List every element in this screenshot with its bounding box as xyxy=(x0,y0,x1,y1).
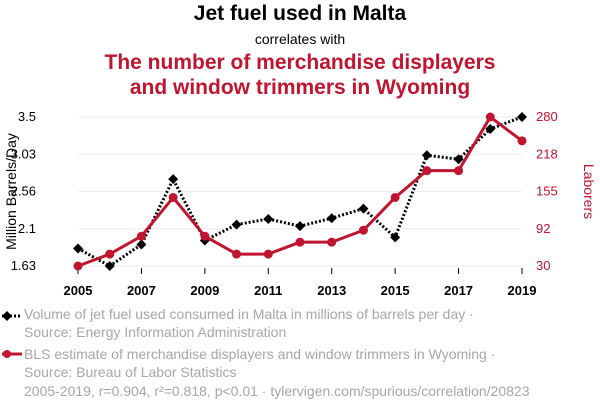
x-tick-label: 2015 xyxy=(381,283,410,298)
legend-icon-laborers xyxy=(2,350,22,358)
data-point-laborers xyxy=(485,112,495,122)
data-point-jet-fuel xyxy=(453,154,464,165)
data-point-jet-fuel xyxy=(295,221,305,232)
y-tick-label-right: 30 xyxy=(536,258,550,273)
data-point-jet-fuel xyxy=(168,174,179,185)
y-axis-title-left: Million Barrels/Day xyxy=(3,133,19,250)
y-tick-label-left: 3.5 xyxy=(18,109,36,124)
x-tick-label: 2017 xyxy=(444,283,473,298)
y-tick-label-right: 218 xyxy=(536,146,558,161)
data-point-laborers xyxy=(263,249,273,259)
chart-title-2-line-2: and window trimmers in Wyoming xyxy=(129,76,471,99)
data-point-laborers xyxy=(358,225,368,235)
footnote: 2005-2019, r=0.904, r²=0.818, p<0.01 · t… xyxy=(24,383,530,399)
data-point-laborers xyxy=(105,249,115,259)
data-point-jet-fuel xyxy=(517,112,527,122)
data-point-jet-fuel xyxy=(73,243,83,254)
legend-icon-jet-fuel xyxy=(2,311,22,321)
y-tick-label-left: 2.1 xyxy=(18,221,36,236)
data-point-jet-fuel xyxy=(263,213,274,224)
data-point-laborers xyxy=(517,136,527,146)
data-point-laborers xyxy=(422,166,432,176)
legend-jet-fuel-label: Volume of jet fuel used consumed in Malt… xyxy=(24,306,474,322)
legend-entry-jet-fuel: Volume of jet fuel used consumed in Malt… xyxy=(24,305,474,341)
x-tick-label: 2011 xyxy=(254,283,282,298)
x-tick-label: 2013 xyxy=(317,283,346,298)
chart-title: Jet fuel used in Malta xyxy=(193,2,407,25)
chart-title-2: The number of merchandise displayers and… xyxy=(0,50,600,100)
y-tick-label-left: 3.03 xyxy=(11,146,36,161)
series-laborers xyxy=(73,112,527,271)
data-point-jet-fuel xyxy=(485,123,496,134)
x-tick-label: 2019 xyxy=(508,283,537,298)
data-point-jet-fuel xyxy=(104,261,115,271)
x-tick-label: 2007 xyxy=(127,283,156,298)
data-point-laborers xyxy=(390,192,400,202)
y-tick-label-right: 280 xyxy=(536,109,558,124)
data-point-jet-fuel xyxy=(231,219,242,230)
data-point-laborers xyxy=(200,231,210,241)
y-tick-label-left: 1.63 xyxy=(11,258,36,273)
data-point-laborers xyxy=(168,192,178,202)
axes: 1.63 2.1 2.56 3.03 3.5 30 92 155 218 280 2005 2007 2… xyxy=(3,109,597,298)
data-point-jet-fuel xyxy=(136,239,147,250)
legend-entry-laborers: BLS estimate of merchandise displayers a… xyxy=(24,345,495,381)
y-axis-title-right: Laborers xyxy=(581,164,597,219)
gridlines xyxy=(78,116,522,267)
legend-jet-fuel-source: Source: Energy Information Administratio… xyxy=(24,324,287,340)
x-tick-label: 2009 xyxy=(190,283,219,298)
y-tick-label-right: 92 xyxy=(536,221,550,236)
y-tick-label-left: 2.56 xyxy=(11,184,36,199)
data-point-jet-fuel xyxy=(326,213,337,224)
y-tick-label-right: 155 xyxy=(536,184,558,199)
data-point-laborers xyxy=(454,166,464,176)
x-tick-label: 2005 xyxy=(64,283,93,298)
legend-laborers-source: Source: Bureau of Labor Statistics xyxy=(24,364,237,380)
data-point-laborers xyxy=(136,231,146,241)
data-point-laborers xyxy=(232,249,242,259)
data-point-jet-fuel xyxy=(358,203,369,214)
data-point-jet-fuel xyxy=(421,150,432,161)
data-point-laborers xyxy=(73,261,83,271)
data-point-laborers xyxy=(295,237,305,247)
data-point-jet-fuel xyxy=(390,232,401,243)
legend-laborers-label: BLS estimate of merchandise displayers a… xyxy=(24,346,496,362)
chart-subtitle: correlates with xyxy=(254,31,346,47)
data-point-laborers xyxy=(327,237,337,247)
chart-title-2-line-1: The number of merchandise displayers xyxy=(104,51,496,74)
